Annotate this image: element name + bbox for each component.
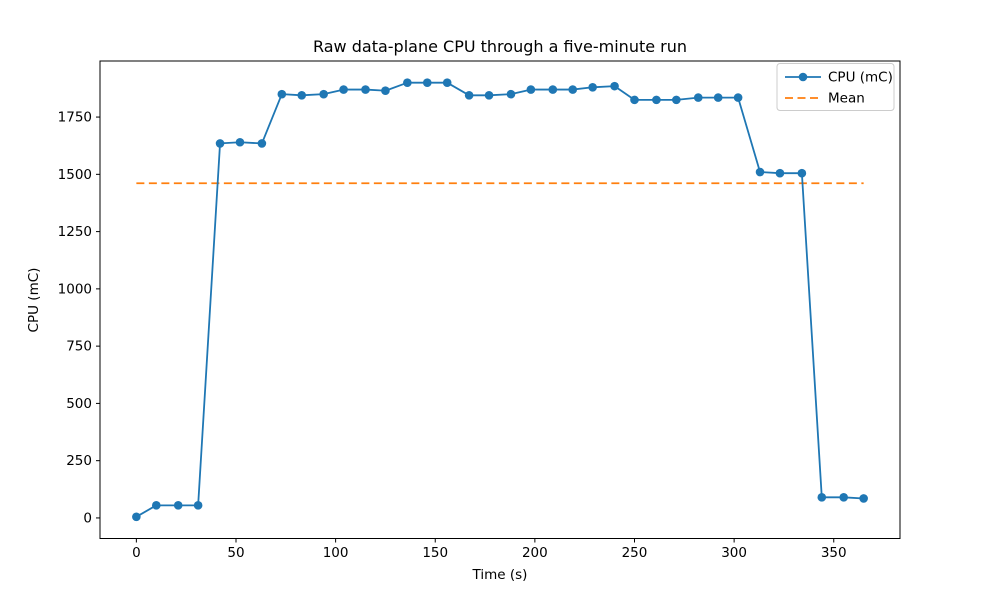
data-point xyxy=(381,86,390,96)
data-point xyxy=(151,501,161,510)
data-point xyxy=(235,137,245,147)
x-tick-label: 200 xyxy=(522,545,548,561)
x-axis-label: Time (s) xyxy=(472,567,528,583)
y-tick-label: 1250 xyxy=(58,224,92,240)
data-point xyxy=(652,95,661,105)
plot-area-spines xyxy=(99,60,901,539)
y-tick-label: 1750 xyxy=(58,110,92,126)
x-tick-label: 350 xyxy=(821,545,847,561)
x-tick-label: 150 xyxy=(422,545,448,561)
legend: CPU (mC) Mean xyxy=(776,63,895,111)
data-point xyxy=(132,512,141,522)
data-point xyxy=(319,89,328,99)
data-point xyxy=(484,91,494,100)
data-point xyxy=(215,139,225,148)
data-point xyxy=(506,89,516,99)
x-tick-label: 300 xyxy=(721,545,747,561)
x-tick-label: 0 xyxy=(132,545,141,561)
data-point xyxy=(733,93,743,102)
data-point xyxy=(630,95,639,105)
data-point xyxy=(693,93,703,102)
data-point xyxy=(173,501,183,510)
legend-entry-mean: Mean xyxy=(828,91,865,107)
cpu-series-line xyxy=(135,81,864,518)
data-point xyxy=(713,93,723,102)
data-point xyxy=(464,91,474,100)
y-tick-label: 750 xyxy=(66,339,92,355)
y-tick-label: 500 xyxy=(66,396,92,412)
data-point xyxy=(442,78,452,87)
data-point xyxy=(422,78,432,87)
y-tick-label: 1500 xyxy=(58,167,92,183)
data-point xyxy=(277,89,287,99)
x-tick-label: 50 xyxy=(227,545,244,561)
data-point xyxy=(859,494,868,503)
data-point xyxy=(817,493,827,502)
data-point xyxy=(797,168,807,178)
chart-title: Raw data-plane CPU through a five-minute… xyxy=(313,37,687,56)
legend-entry-cpu: CPU (mC) xyxy=(828,70,893,86)
y-tick-label: 1000 xyxy=(58,281,92,297)
data-point xyxy=(839,493,849,502)
data-point xyxy=(755,167,765,177)
x-tick-label: 100 xyxy=(323,545,349,561)
y-tick-label: 0 xyxy=(83,510,92,526)
data-point xyxy=(672,95,681,105)
data-point xyxy=(297,91,307,100)
data-point xyxy=(568,85,578,94)
y-axis-label: CPU (mC) xyxy=(26,268,42,333)
x-tick-label: 250 xyxy=(622,545,648,561)
plot-render-layer: 0 50 100 150 200 250 300 350 0 250 500 750 1000 1250 1… xyxy=(58,60,901,561)
data-point xyxy=(403,78,412,87)
data-point xyxy=(610,81,619,91)
data-point xyxy=(361,85,370,94)
data-point xyxy=(526,85,536,94)
data-point xyxy=(193,501,203,510)
data-point xyxy=(775,168,785,178)
data-point xyxy=(588,82,597,92)
data-point xyxy=(257,139,267,148)
data-point xyxy=(548,85,558,94)
y-tick-label: 250 xyxy=(66,453,92,469)
data-point xyxy=(339,85,348,94)
legend-cpu-marker xyxy=(798,72,808,82)
